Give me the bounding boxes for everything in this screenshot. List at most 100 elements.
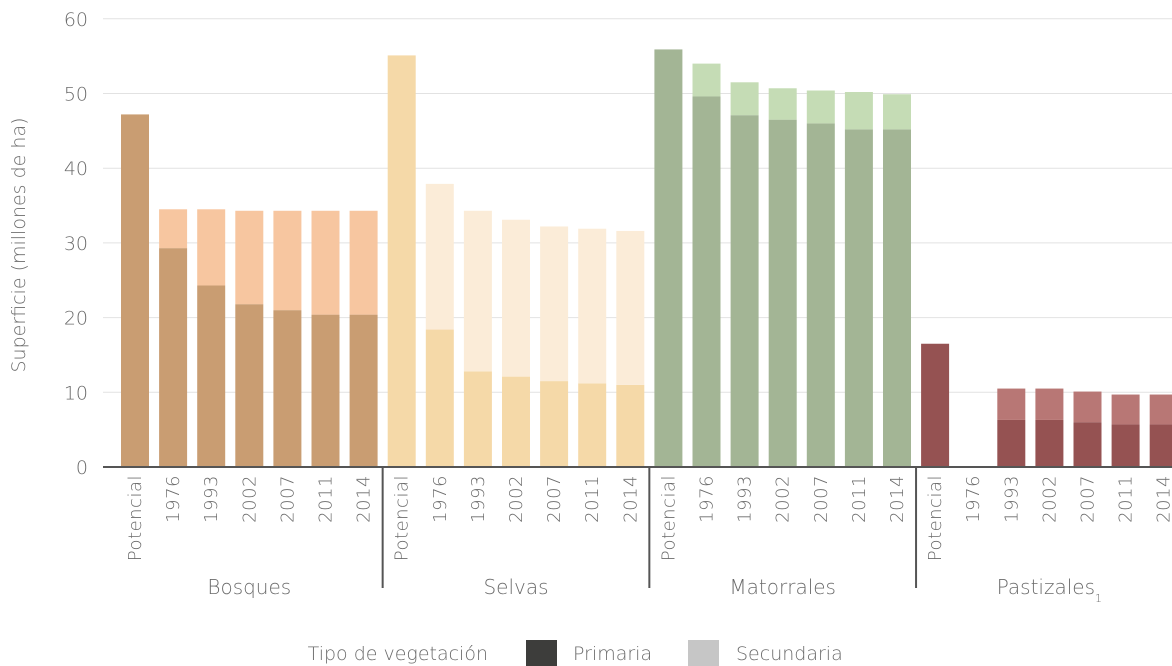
bar-bosques-potencial-primaria <box>121 114 149 467</box>
bar-selvas-1993-secundaria <box>463 210 492 372</box>
bar-matorrales-1976-secundaria <box>692 63 721 97</box>
x-tick-label: 2014 <box>620 475 641 523</box>
bar-selvas-2002-secundaria <box>502 219 530 377</box>
bar-pastizales-2007-primaria <box>1073 422 1102 467</box>
bar-matorrales-2002-primaria <box>768 119 797 468</box>
x-tick-label: 2014 <box>887 475 908 523</box>
x-tick-label: 2002 <box>773 475 794 523</box>
x-tick-label: 2002 <box>239 475 260 523</box>
x-tick-label: 1976 <box>430 475 451 523</box>
y-axis-title: Superficie (millones de ha) <box>8 117 30 372</box>
y-tick-label: 20 <box>64 308 88 330</box>
x-tick-label: 1976 <box>697 475 718 523</box>
legend-title: Tipo de vegetación <box>308 643 488 665</box>
bar-matorrales-potencial-primaria <box>654 49 683 467</box>
bar-pastizales-1993-primaria <box>997 419 1026 467</box>
x-tick-label: 2011 <box>582 475 603 523</box>
x-axis-category-labels: Potencial 1976 1993 2002 2007 2011 2014 Potenci… <box>125 475 1172 561</box>
bar-pastizales-2014-primaria <box>1149 424 1172 467</box>
bar-bosques-2014-secundaria <box>349 210 378 315</box>
group-label-pastizales: Pastizales1 <box>997 575 1102 605</box>
x-tick-label: 2002 <box>1039 475 1060 523</box>
x-tick-label: 2007 <box>544 475 565 523</box>
bar-bosques-2002-primaria <box>235 304 264 467</box>
bar-bosques-1993-secundaria <box>197 209 226 286</box>
bars <box>121 49 1172 468</box>
group-footnote-marker: 1 <box>1095 592 1102 605</box>
y-tick-label: 0 <box>76 457 88 479</box>
bar-pastizales-2002-primaria <box>1035 419 1064 467</box>
y-tick-label: 40 <box>64 158 88 180</box>
x-tick-label: 2011 <box>1116 475 1137 523</box>
x-tick-label: 2014 <box>354 475 375 523</box>
bar-bosques-1993-primaria <box>197 285 226 467</box>
bar-selvas-2014-secundaria <box>616 230 645 385</box>
group-label-text: Bosques <box>207 575 291 599</box>
y-tick-label: 60 <box>64 9 88 31</box>
bar-matorrales-2002-secundaria <box>768 88 797 120</box>
x-tick-label: 2011 <box>316 475 337 523</box>
bar-bosques-2011-primaria <box>311 314 340 467</box>
x-tick-label: 1993 <box>1001 475 1022 523</box>
bar-pastizales-potencial-primaria <box>921 343 950 467</box>
x-tick-label: 1993 <box>468 475 489 523</box>
legend-label-secundaria: Secundaria <box>736 643 843 665</box>
x-tick-label: Potencial <box>925 475 946 561</box>
bar-matorrales-2014-secundaria <box>883 94 911 130</box>
x-tick-label: 1993 <box>201 475 222 523</box>
x-tick-label: Potencial <box>658 475 679 561</box>
bar-pastizales-2007-secundaria <box>1073 391 1102 423</box>
y-axis-ticks: 0 10 20 30 40 50 60 <box>64 9 88 479</box>
group-label-text: Selvas <box>483 575 548 599</box>
x-tick-label: 2007 <box>277 475 298 523</box>
x-tick-label: 2007 <box>811 475 832 523</box>
bar-matorrales-2011-secundaria <box>844 92 873 130</box>
bar-pastizales-2014-secundaria <box>1149 394 1172 425</box>
bar-selvas-1976-secundaria <box>425 183 454 330</box>
legend-swatch-primaria <box>526 640 557 666</box>
group-separators <box>381 467 918 588</box>
bar-matorrales-1993-secundaria <box>730 82 759 116</box>
x-tick-label: 1976 <box>163 475 184 523</box>
x-tick-label: 2014 <box>1154 475 1172 523</box>
bar-pastizales-2011-secundaria <box>1111 394 1140 425</box>
y-tick-label: 10 <box>64 382 88 404</box>
group-labels: Bosques Selvas Matorrales Pastizales1 <box>207 575 1102 605</box>
x-tick-label: 1976 <box>963 475 984 523</box>
group-label-matorrales: Matorrales <box>729 575 836 599</box>
bar-bosques-2011-secundaria <box>311 210 340 315</box>
group-label-selvas: Selvas <box>483 575 548 599</box>
y-tick-label: 30 <box>64 233 88 255</box>
bar-bosques-2002-secundaria <box>235 210 264 305</box>
bar-pastizales-2002-secundaria <box>1035 388 1064 420</box>
bar-selvas-2011-primaria <box>578 383 607 467</box>
bar-selvas-2011-secundaria <box>578 228 607 384</box>
bar-selvas-2014-primaria <box>616 384 645 467</box>
x-tick-label: 1993 <box>735 475 756 523</box>
bar-selvas-2002-primaria <box>502 376 530 467</box>
bar-matorrales-1976-primaria <box>692 96 721 467</box>
bar-matorrales-2007-secundaria <box>806 90 835 124</box>
bar-pastizales-2011-primaria <box>1111 424 1140 467</box>
x-tick-label: 2007 <box>1078 475 1099 523</box>
x-tick-label: 2011 <box>849 475 870 523</box>
legend-swatch-secundaria <box>688 640 719 666</box>
bar-bosques-2007-primaria <box>273 310 302 467</box>
bar-selvas-1993-primaria <box>463 371 492 467</box>
legend-label-primaria: Primaria <box>573 643 652 665</box>
legend: Tipo de vegetación Primaria Secundaria <box>308 640 843 666</box>
x-tick-label: Potencial <box>392 475 413 561</box>
bar-selvas-potencial-primaria <box>387 55 416 467</box>
group-label-bosques: Bosques <box>207 575 291 599</box>
group-label-text: Matorrales <box>729 575 836 599</box>
bar-bosques-1976-primaria <box>159 248 188 467</box>
x-tick-label: 2002 <box>506 475 527 523</box>
bar-matorrales-2014-primaria <box>883 129 911 467</box>
bar-selvas-2007-secundaria <box>540 226 569 382</box>
bar-bosques-1976-secundaria <box>159 209 188 249</box>
x-tick-label: Potencial <box>125 475 146 561</box>
bar-matorrales-2007-primaria <box>806 123 835 467</box>
bar-selvas-2007-primaria <box>540 381 569 467</box>
bar-selvas-1976-primaria <box>425 329 454 467</box>
